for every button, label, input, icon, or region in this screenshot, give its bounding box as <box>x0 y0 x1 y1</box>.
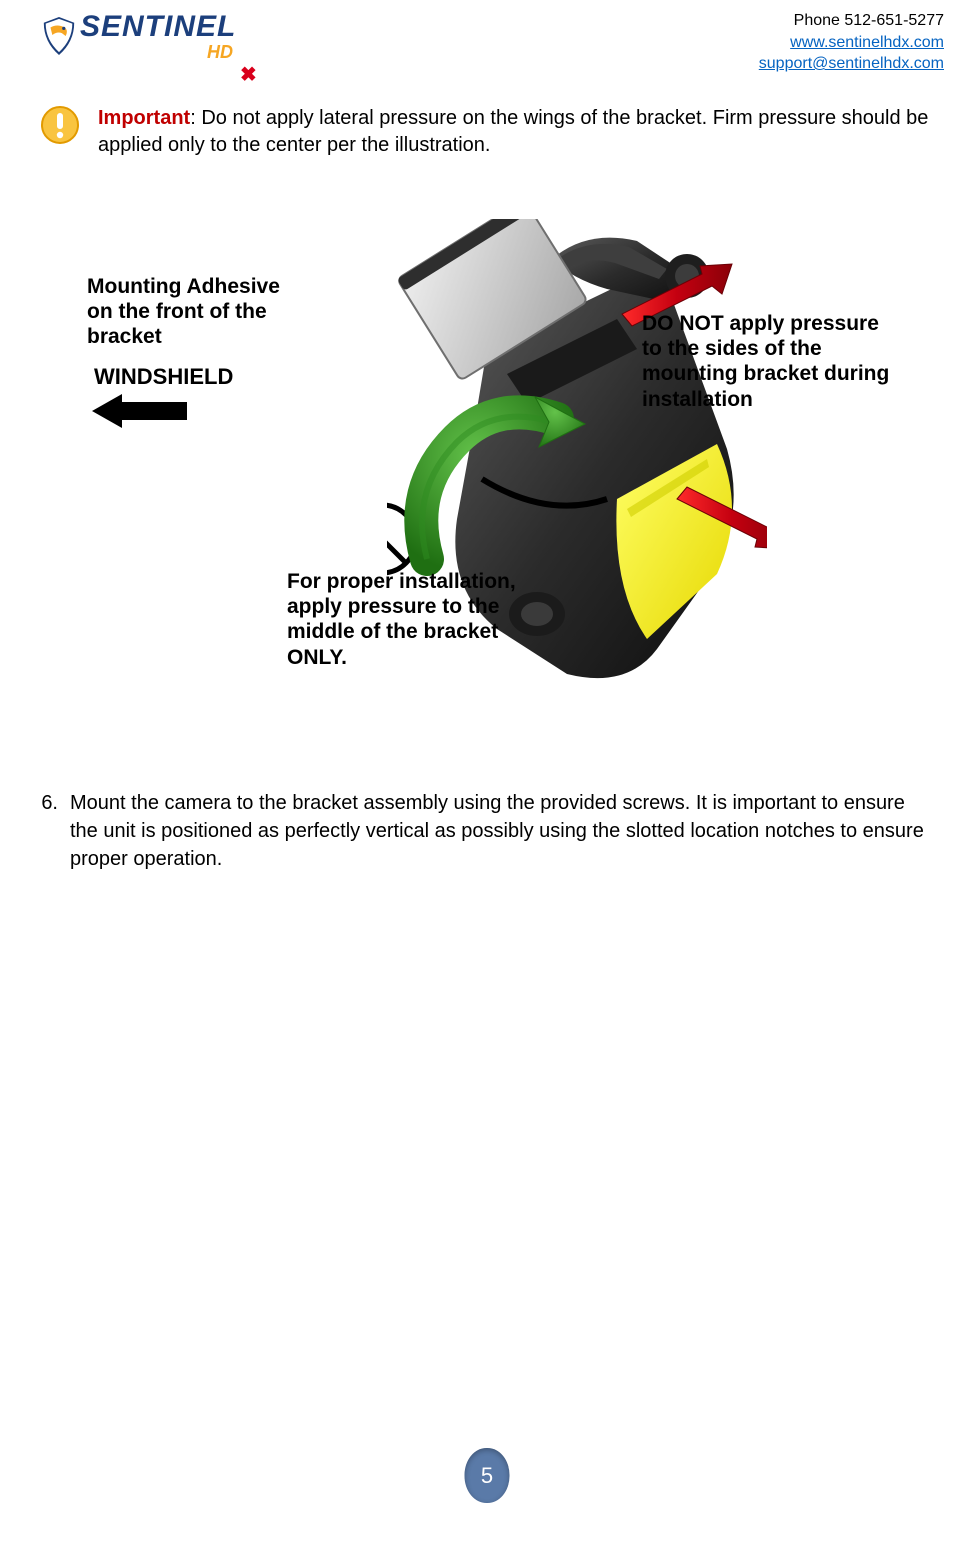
warning-icon <box>40 105 80 145</box>
step-text: Mount the camera to the bracket assembly… <box>70 789 924 873</box>
important-callout: Important: Do not apply lateral pressure… <box>40 105 934 159</box>
installation-diagram: Mounting Adhesive on the front of the br… <box>87 189 887 749</box>
step-number: 6. <box>30 789 58 873</box>
callout-do-not: DO NOT apply pressure to the sides of th… <box>642 311 897 412</box>
shield-eagle-icon <box>40 15 78 57</box>
contact-block: Phone 512-651-5277 www.sentinelhdx.com s… <box>759 10 944 75</box>
brand-main-text: SENTINEL <box>80 10 236 44</box>
callout-windshield: WINDSHIELD <box>94 364 244 390</box>
step-6: 6. Mount the camera to the bracket assem… <box>30 789 944 873</box>
important-body: : Do not apply lateral pressure on the w… <box>98 107 928 156</box>
website-link[interactable]: www.sentinelhdx.com <box>759 32 944 54</box>
phone-text: Phone 512-651-5277 <box>759 10 944 32</box>
brand-logo: SENTINEL HD ✖ <box>40 10 260 85</box>
support-email-link[interactable]: support@sentinelhdx.com <box>759 53 944 75</box>
important-text: Important: Do not apply lateral pressure… <box>98 105 934 159</box>
important-label: Important <box>98 107 190 129</box>
page-number-badge: 5 <box>465 1448 510 1503</box>
page-header: SENTINEL HD ✖ Phone 512-651-5277 www.sen… <box>30 10 944 85</box>
brand-x-mark: ✖ <box>240 62 257 87</box>
callout-adhesive: Mounting Adhesive on the front of the br… <box>87 274 302 350</box>
callout-proper: For proper installation, apply pressure … <box>287 569 537 670</box>
windshield-arrow-icon <box>92 394 187 428</box>
brand-sub-text: HD <box>207 42 233 63</box>
